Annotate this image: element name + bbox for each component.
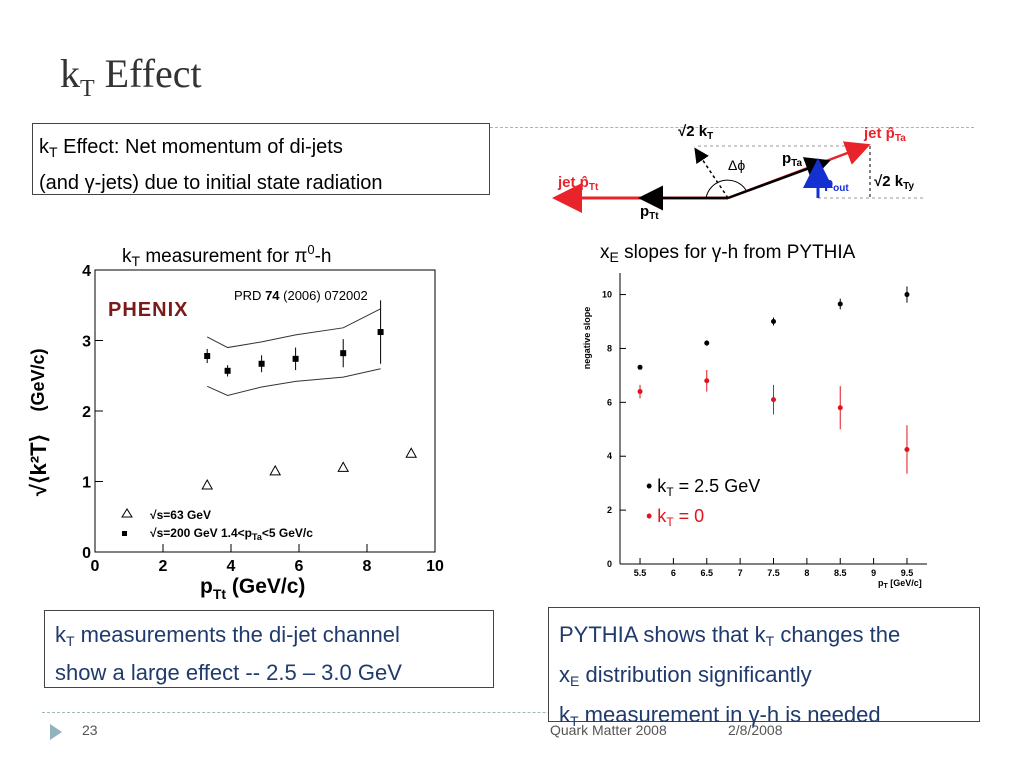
- kt25-point: [771, 319, 776, 324]
- sqrt2kty-label: √2 kTy: [874, 173, 914, 192]
- y-tick-label: 0: [82, 545, 91, 562]
- y-tick-label: 10: [602, 290, 612, 300]
- x-tick-label: 9: [871, 568, 876, 578]
- y-tick-label: 2: [607, 505, 612, 515]
- open-triangle-point: [337, 461, 350, 472]
- y-tick-label: 1: [82, 475, 91, 492]
- y-axis-label: √⟨k²T⟩: [26, 434, 51, 496]
- kt0-point: [837, 405, 843, 411]
- filled-square-point: [224, 367, 231, 374]
- legend-label-200: √s=200 GeV 1.4<pTa<5 GeV/c: [150, 526, 313, 542]
- y-axis-label: negative slope: [582, 307, 592, 370]
- header-rule: [490, 127, 974, 128]
- open-triangle-point: [201, 478, 214, 490]
- x-tick-label: 9.5: [901, 568, 914, 578]
- dphi-label: Δϕ: [728, 157, 745, 173]
- kt0-point: [637, 389, 643, 395]
- x-tick-label: 4: [227, 558, 236, 575]
- kt0-point: [771, 397, 776, 403]
- dijet-line-2: show a large effect -- 2.5 – 3.0 GeV: [55, 660, 402, 685]
- x-tick-label: 8.5: [834, 568, 847, 578]
- xe-slope-chart: 5.5 6 6.5 7 7.5 8 8.5 9 9.5 0 2 4 6 8 10 negative slope…: [582, 273, 927, 590]
- x-axis-label: pTt (GeV/c): [200, 575, 305, 602]
- x-tick-label: 7.5: [767, 568, 780, 578]
- x-tick-label: 6: [295, 558, 304, 575]
- y-tick-label: 2: [82, 404, 91, 421]
- kt0-point: [704, 378, 710, 384]
- reference-annotation: PRD 74 (2006) 072002: [234, 288, 368, 303]
- dijet-conclusion-box: kT measurements the di-jet channel show …: [44, 610, 494, 688]
- filled-square-point: [204, 353, 211, 360]
- y-axis-unit: (GeV/c): [28, 348, 48, 411]
- pout-label: pout: [824, 175, 849, 194]
- y-tick-label: 4: [82, 263, 91, 280]
- filled-square-point: [340, 350, 347, 357]
- pythia-line-2: xE distribution significantly: [559, 662, 812, 689]
- legend-kt25: • kT = 2.5 GeV: [646, 476, 760, 499]
- x-tick-label: 0: [91, 558, 100, 575]
- x-tick-label: 6: [671, 568, 676, 578]
- dphi-arc: [705, 179, 747, 199]
- x-tick-label: 8: [363, 558, 372, 575]
- legend-triangle-icon: [121, 508, 133, 518]
- y-tick-label: 0: [607, 559, 612, 569]
- legend-label-63: √s=63 GeV: [150, 508, 211, 522]
- x-tick-label: 6.5: [701, 568, 714, 578]
- conference-name: Quark Matter 2008: [550, 722, 667, 738]
- page-number: 23: [82, 722, 98, 738]
- definition-box: kT Effect: Net momentum of di-jets (and …: [32, 123, 490, 195]
- kt0-point: [904, 446, 910, 452]
- filled-square-point: [292, 355, 299, 362]
- kinematics-diagram: √2 kT jet p̂Ta jet p̂Tt Δϕ pTa pTt pout …: [552, 123, 923, 222]
- x-tick-label: 10: [426, 558, 444, 575]
- slide-date: 2/8/2008: [728, 722, 783, 738]
- phenix-logo: PHENIX: [108, 299, 188, 321]
- pythia-line-1: PYTHIA shows that kT changes the: [559, 622, 901, 649]
- open-triangle-point: [269, 464, 282, 476]
- jet-ptt-label: jet p̂Tt: [557, 174, 599, 193]
- pta-label: pTa: [782, 150, 803, 169]
- filled-square-point: [377, 329, 384, 336]
- left-chart-caption: kT measurement for π0-h: [122, 242, 332, 269]
- ptt-label: pTt: [640, 203, 659, 222]
- dijet-line-1: kT measurements the di-jet channel: [55, 622, 400, 649]
- kt25-point: [904, 292, 910, 298]
- slide-arrow-icon[interactable]: [48, 722, 64, 742]
- y-tick-label: 4: [607, 451, 612, 461]
- kt25-point: [704, 340, 710, 346]
- legend-kt0: • kT = 0: [646, 506, 704, 529]
- sqrt2kt-label: √2 kT: [678, 123, 713, 142]
- sqrt2kt-arrow: [694, 147, 729, 199]
- open-triangle-point: [405, 447, 418, 458]
- page-title: kT Effect: [60, 51, 202, 102]
- definition-line-2: (and γ-jets) due to initial state radiat…: [39, 172, 383, 194]
- kt25-point: [837, 301, 843, 307]
- x-tick-label: 8: [804, 568, 809, 578]
- kt25-point: [637, 364, 643, 370]
- x-tick-label: 7: [738, 568, 743, 578]
- filled-square-point: [258, 360, 265, 367]
- kt-measurement-chart: 0 2 4 6 8 10 0 1 2 3 4 (GeV/c) √⟨k²T⟩ pTt (GeV/c) PRD …: [26, 263, 444, 602]
- x-tick-label: 5.5: [634, 568, 647, 578]
- y-tick-label: 3: [82, 334, 91, 351]
- legend-square-icon: [122, 531, 127, 536]
- pythia-conclusion-box: PYTHIA shows that kT changes the xE dist…: [548, 607, 980, 729]
- footer-rule: [42, 712, 976, 713]
- x-tick-label: 2: [159, 558, 168, 575]
- definition-line-1: kT Effect: Net momentum of di-jets: [39, 136, 343, 160]
- band-lower-line: [206, 368, 381, 397]
- y-tick-label: 6: [607, 397, 612, 407]
- band-upper-line: [206, 308, 381, 349]
- x-axis-label: pT [GeV/c]: [878, 578, 922, 590]
- y-tick-label: 8: [607, 343, 612, 353]
- jet-pta-label: jet p̂Ta: [863, 125, 906, 144]
- pythia-line-3: kT measurement in γ-h is needed: [559, 702, 881, 729]
- right-chart-caption: xE slopes for γ-h from PYTHIA: [600, 242, 856, 265]
